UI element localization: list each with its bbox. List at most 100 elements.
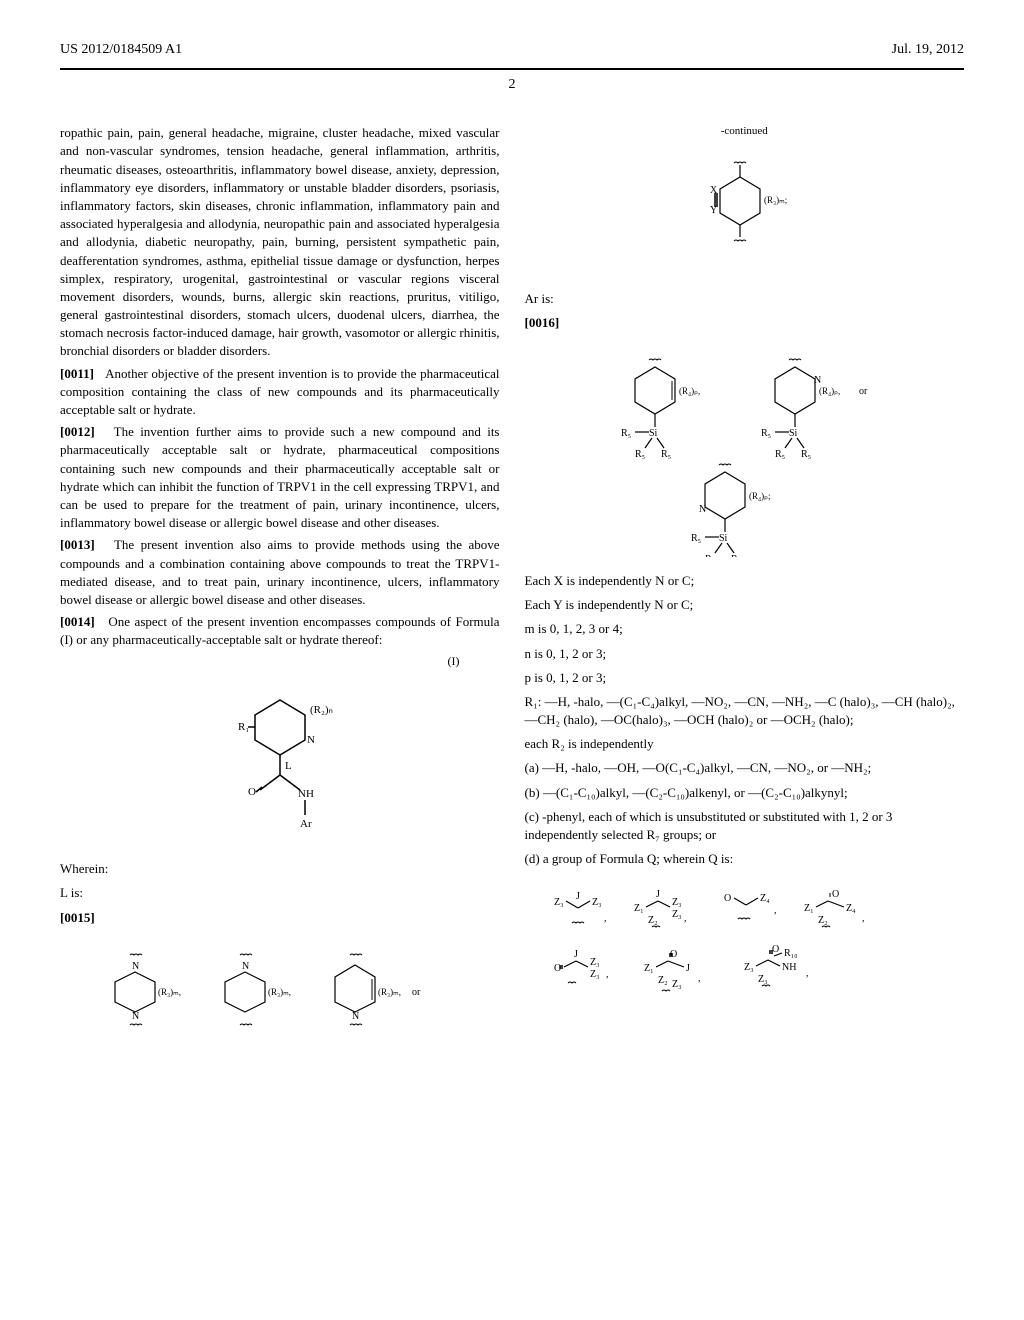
svg-text:R₅: R₅ bbox=[621, 428, 631, 439]
x-definition: Each X is independently N or C; bbox=[525, 572, 965, 590]
r2-c: (c) -phenyl, each of which is unsubstitu… bbox=[525, 808, 965, 844]
svg-text:Z₃: Z₃ bbox=[590, 957, 600, 968]
svg-text:Z₂: Z₂ bbox=[818, 915, 828, 926]
svg-text:(R₃)ₘ;: (R₃)ₘ; bbox=[764, 195, 787, 205]
svg-text:O: O bbox=[670, 949, 677, 960]
svg-text:R₁: R₁ bbox=[238, 721, 249, 733]
continued-label: -continued bbox=[525, 124, 965, 139]
para-13-text: The present invention also aims to provi… bbox=[60, 537, 500, 607]
svg-text:R₅: R₅ bbox=[761, 428, 771, 439]
svg-text:NH: NH bbox=[298, 788, 314, 800]
ar-structures: (R₄)ₚ, Si R₅ R₅ R₅ N (R₄)ₚ, or bbox=[525, 347, 965, 557]
svg-text:R₅: R₅ bbox=[705, 554, 715, 557]
svg-text:,: , bbox=[604, 913, 607, 924]
y-definition: Each Y is independently N or C; bbox=[525, 596, 965, 614]
svg-text:(R₃)ₘ,: (R₃)ₘ, bbox=[268, 987, 291, 997]
left-column: ropathic pain, pain, general headache, m… bbox=[60, 124, 500, 1057]
svg-text:Z₁: Z₁ bbox=[634, 903, 644, 914]
svg-text:Z₃: Z₃ bbox=[758, 974, 768, 985]
svg-text:(R₃)ₘ,: (R₃)ₘ, bbox=[378, 987, 401, 997]
paragraph-11: [0011] Another objective of the present … bbox=[60, 365, 500, 420]
svg-text:R₅: R₅ bbox=[731, 554, 741, 557]
svg-text:J: J bbox=[656, 889, 660, 900]
svg-text:,: , bbox=[684, 913, 687, 924]
n-definition: n is 0, 1, 2 or 3; bbox=[525, 645, 965, 663]
formula-i-svg: (R₂)ₙ N R₁ L O NH Ar bbox=[210, 685, 350, 845]
formula-i-label: (I) bbox=[60, 653, 460, 670]
para-number-11: [0011] bbox=[60, 366, 94, 381]
p-definition: p is 0, 1, 2 or 3; bbox=[525, 669, 965, 687]
svg-text:Z₄: Z₄ bbox=[846, 903, 856, 914]
continued-svg: X Y (R₃)ₘ; bbox=[674, 155, 814, 275]
svg-text:R₅: R₅ bbox=[801, 449, 811, 460]
svg-text:O: O bbox=[772, 944, 779, 955]
r2-b: (b) —(C₁-C₁₀)alkyl, —(C₂-C₁₀)alkenyl, or… bbox=[525, 784, 965, 802]
formula-i-structure: (R₂)ₙ N R₁ L O NH Ar bbox=[60, 685, 500, 845]
svg-text:or: or bbox=[412, 987, 421, 998]
svg-text:O: O bbox=[832, 889, 839, 900]
svg-text:N: N bbox=[699, 504, 706, 515]
paragraph-12: [0012] The invention further aims to pro… bbox=[60, 423, 500, 532]
svg-text:Z₃: Z₃ bbox=[672, 909, 682, 920]
svg-text:R₅: R₅ bbox=[635, 449, 645, 460]
svg-text:Z₂: Z₂ bbox=[658, 975, 668, 986]
svg-text:R₅: R₅ bbox=[775, 449, 785, 460]
header-divider bbox=[60, 68, 964, 70]
ar-structures-svg: (R₄)ₚ, Si R₅ R₅ R₅ N (R₄)ₚ, or bbox=[569, 347, 919, 557]
svg-text:R₅: R₅ bbox=[661, 449, 671, 460]
svg-text:Z₁: Z₁ bbox=[644, 963, 654, 974]
para-number-15: [0015] bbox=[60, 909, 500, 927]
svg-text:N: N bbox=[242, 961, 249, 972]
q-structures-svg: Z₃ J Z₃ , Z₁ J Z₃ Z₂ Z₃ , bbox=[544, 883, 944, 1023]
svg-text:Ar: Ar bbox=[300, 818, 312, 830]
svg-text:(R₄)ₚ;: (R₄)ₚ; bbox=[749, 491, 771, 501]
svg-text:O: O bbox=[724, 893, 731, 904]
svg-text:Z₃: Z₃ bbox=[592, 897, 602, 908]
continued-structure: X Y (R₃)ₘ; bbox=[525, 155, 965, 275]
svg-text:Z₂: Z₂ bbox=[648, 915, 658, 926]
l-is-label: L is: bbox=[60, 884, 500, 902]
ar-is-label: Ar is: bbox=[525, 290, 965, 308]
svg-text:N: N bbox=[132, 961, 139, 972]
svg-text:Z₃: Z₃ bbox=[672, 897, 682, 908]
patent-number: US 2012/0184509 A1 bbox=[60, 40, 182, 60]
svg-text:R₅: R₅ bbox=[691, 533, 701, 544]
svg-text:Z₃: Z₃ bbox=[554, 897, 564, 908]
l-structures: N N (R₃)ₘ, N (R₃)ₘ, bbox=[60, 942, 500, 1042]
svg-text:Z₁: Z₁ bbox=[804, 903, 814, 914]
svg-text:,: , bbox=[862, 913, 865, 924]
document-header: US 2012/0184509 A1 Jul. 19, 2012 bbox=[60, 40, 964, 60]
r2-d: (d) a group of Formula Q; wherein Q is: bbox=[525, 850, 965, 868]
para-number-16: [0016] bbox=[525, 314, 965, 332]
svg-text:Y: Y bbox=[710, 205, 717, 216]
svg-text:Si: Si bbox=[649, 428, 658, 439]
svg-text:,: , bbox=[806, 968, 809, 979]
m-definition: m is 0, 1, 2, 3 or 4; bbox=[525, 620, 965, 638]
svg-text:Si: Si bbox=[719, 533, 728, 544]
svg-text:or: or bbox=[859, 386, 868, 397]
para-14-text: One aspect of the present invention enco… bbox=[60, 614, 500, 647]
svg-text:Z₃: Z₃ bbox=[590, 969, 600, 980]
two-column-content: ropathic pain, pain, general headache, m… bbox=[60, 124, 964, 1057]
svg-text:(R₄)ₚ,: (R₄)ₚ, bbox=[819, 386, 840, 396]
paragraph-continuation: ropathic pain, pain, general headache, m… bbox=[60, 124, 500, 360]
paragraph-13: [0013] The present invention also aims t… bbox=[60, 536, 500, 609]
right-column: -continued X Y (R₃)ₘ; Ar is: [0016] bbox=[525, 124, 965, 1057]
svg-text:N: N bbox=[307, 734, 315, 746]
para-number-12: [0012] bbox=[60, 424, 95, 439]
svg-text:R₁₀: R₁₀ bbox=[784, 948, 798, 959]
svg-text:,: , bbox=[698, 973, 701, 984]
para-number-13: [0013] bbox=[60, 537, 95, 552]
r1-definition: R₁: —H, -halo, —(C₁-C₄)alkyl, —NO₂, —CN,… bbox=[525, 693, 965, 729]
svg-text:J: J bbox=[576, 891, 580, 902]
r2-a: (a) —H, -halo, —OH, —O(C₁-C₄)alkyl, —CN,… bbox=[525, 759, 965, 777]
svg-text:L: L bbox=[285, 760, 292, 772]
paragraph-14: [0014] One aspect of the present inventi… bbox=[60, 613, 500, 649]
l-structures-svg: N N (R₃)ₘ, N (R₃)ₘ, bbox=[80, 942, 480, 1042]
para-12-text: The invention further aims to provide su… bbox=[60, 424, 500, 530]
svg-text:(R₂)ₙ: (R₂)ₙ bbox=[310, 704, 333, 716]
svg-text:,: , bbox=[774, 905, 777, 916]
svg-text:J: J bbox=[574, 949, 578, 960]
svg-text:Z₃: Z₃ bbox=[744, 962, 754, 973]
para-11-text: Another objective of the present inventi… bbox=[60, 366, 500, 417]
